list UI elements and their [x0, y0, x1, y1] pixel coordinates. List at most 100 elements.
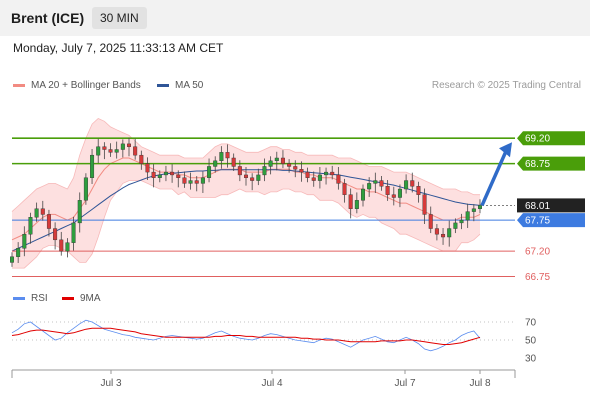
candle-body	[9, 256, 14, 263]
candle-body	[163, 171, 168, 176]
last-price-label: 68.01	[525, 201, 550, 212]
legend-rsi-ma: 9MA	[62, 293, 101, 304]
candle-body	[367, 183, 372, 190]
timeframe-button[interactable]: 30 MIN	[92, 7, 147, 29]
candle-body	[151, 171, 156, 178]
legend-rsi: RSI	[13, 293, 48, 304]
candle-body	[133, 146, 138, 156]
research-credit: Research © 2025 Trading Central	[431, 80, 581, 91]
candle-body	[453, 222, 458, 229]
x-tick-label: Jul 8	[469, 378, 491, 389]
candlesticks	[9, 137, 483, 267]
candle-body	[182, 177, 187, 184]
candle-body	[213, 160, 218, 167]
arrow-shaft	[480, 150, 508, 207]
candle-body	[416, 186, 421, 195]
legend-label-ma50: MA 50	[175, 80, 204, 91]
timestamp: Monday, July 7, 2025 11:33:13 AM CET	[13, 41, 224, 55]
candle-body	[170, 171, 175, 176]
candle-body	[385, 186, 390, 195]
candle-body	[53, 228, 58, 241]
candle-body	[237, 166, 242, 176]
candle-body	[354, 200, 359, 209]
chart-header: Brent (ICE) 30 MIN	[0, 0, 590, 36]
rsi-line	[11, 319, 481, 352]
candle-body	[71, 222, 76, 243]
instrument-title: Brent (ICE)	[11, 10, 85, 26]
legend-swatch-9ma	[62, 296, 74, 300]
candle-body	[441, 233, 446, 238]
level-label-67-75: 67.75	[525, 216, 550, 227]
candle-body	[188, 180, 193, 184]
legend-swatch-rsi	[13, 296, 25, 300]
candle-body	[83, 177, 88, 201]
forecast-arrow	[480, 142, 512, 207]
candle-body	[262, 166, 267, 176]
x-tick-label: Jul 4	[261, 378, 283, 389]
candle-body	[194, 180, 199, 184]
candle-body	[120, 143, 125, 150]
rsi-ma9-line	[11, 327, 481, 345]
candle-body	[391, 194, 396, 198]
candle-body	[287, 163, 292, 167]
candle-body	[250, 177, 255, 181]
candle-body	[219, 152, 224, 162]
candle-body	[157, 174, 162, 178]
candle-body	[102, 146, 107, 150]
legend-swatch-ma20	[13, 83, 25, 87]
candle-body	[410, 180, 415, 187]
level-tag-68-75	[517, 156, 585, 171]
candle-body	[447, 228, 452, 238]
candle-body	[40, 208, 45, 215]
rsi-panel: 70 50 30	[11, 318, 537, 365]
candle-body	[145, 163, 150, 173]
candle-body	[342, 183, 347, 195]
candle-body	[126, 143, 131, 147]
candle-body	[305, 171, 310, 178]
candle-body	[243, 174, 248, 178]
candle-body	[471, 208, 476, 212]
legend-label-ma20: MA 20 + Bollinger Bands	[31, 80, 141, 91]
candle-body	[256, 174, 261, 181]
candle-body	[373, 180, 378, 184]
candle-body	[268, 160, 273, 167]
bollinger-bands	[11, 118, 481, 269]
candle-body	[379, 180, 384, 187]
last-price-tag	[517, 198, 585, 213]
candle-body	[311, 177, 316, 181]
candle-body	[348, 194, 353, 209]
candle-body	[200, 177, 205, 184]
bollinger-lower-line	[12, 180, 481, 269]
candle-body	[422, 194, 427, 215]
candle-body	[478, 205, 483, 209]
x-axis: Jul 3 Jul 4 Jul 7 Jul 8	[11, 369, 516, 389]
level-label-68-75: 68.75	[525, 159, 550, 170]
candle-body	[299, 169, 304, 173]
candle-body	[139, 154, 144, 164]
level-label-66-75: 66.75	[525, 272, 550, 283]
candle-body	[22, 233, 27, 249]
candle-body	[428, 214, 433, 229]
x-tick-label: Jul 3	[100, 378, 122, 389]
candle-body	[16, 248, 21, 257]
candle-body	[225, 152, 230, 159]
candle-body	[459, 219, 464, 224]
candle-body	[34, 208, 39, 218]
candle-body	[59, 239, 64, 252]
candle-body	[317, 174, 322, 181]
rsi-level-label: 30	[525, 354, 537, 365]
candle-body	[96, 146, 101, 156]
candle-body	[397, 188, 402, 198]
level-label-69-20: 69.20	[525, 134, 550, 145]
rsi-level-label: 50	[525, 336, 537, 347]
legend-label-9ma: 9MA	[80, 293, 101, 304]
candle-body	[231, 157, 236, 167]
candle-body	[46, 214, 51, 229]
candle-body	[176, 174, 181, 178]
legend-swatch-ma50	[157, 83, 169, 87]
candle-body	[465, 211, 470, 221]
arrow-head	[499, 142, 512, 158]
legend-ma50: MA 50	[157, 80, 203, 91]
